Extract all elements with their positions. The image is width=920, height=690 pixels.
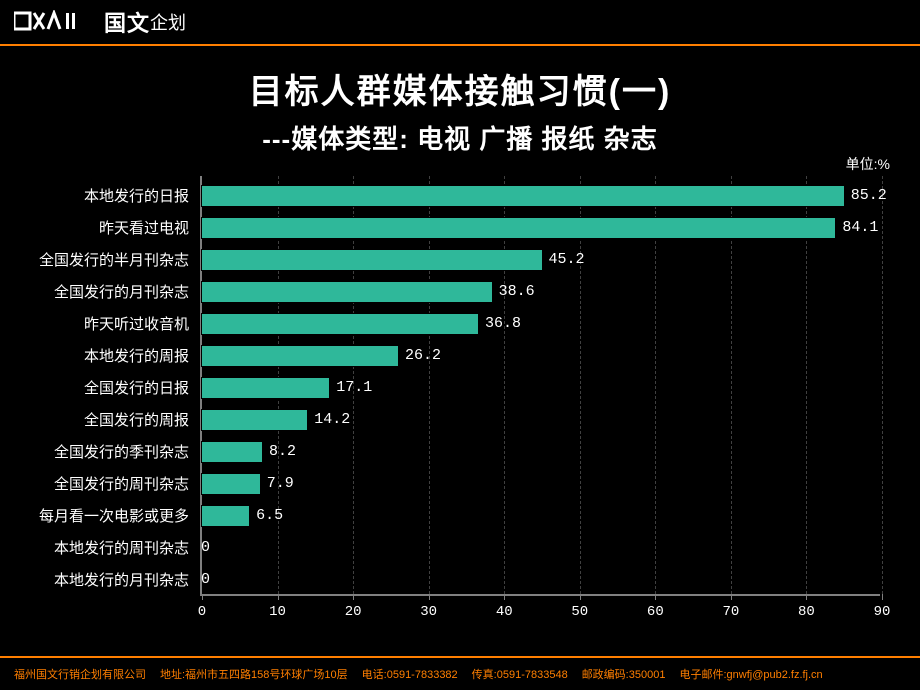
logo-text: 国文 [104,6,150,38]
y-axis-label: 本地发行的周报 [20,345,195,366]
y-axis-label: 每月看一次电影或更多 [20,505,195,526]
x-axis-label: 30 [420,604,437,620]
value-label: 7.9 [267,475,294,492]
footer-fax: 传真:0591-7833548 [472,666,568,682]
x-axis-label: 80 [798,604,815,620]
y-axis-label: 全国发行的半月刊杂志 [20,249,195,270]
x-tick [806,594,807,600]
chart-bar [201,313,479,335]
x-tick [655,594,656,600]
logo-subtext: 企划 [150,9,186,35]
y-axis-label: 本地发行的日报 [20,185,195,206]
y-axis-label: 昨天看过电视 [20,217,195,238]
x-tick [353,594,354,600]
value-label: 84.1 [842,219,878,236]
chart-row: 全国发行的半月刊杂志 45.2 [20,244,900,274]
chart-bar [201,281,493,303]
value-label: 0 [201,571,210,588]
value-label: 38.6 [499,283,535,300]
chart-row: 本地发行的周报 26.2 [20,340,900,370]
chart-bar [201,409,308,431]
x-tick [278,594,279,600]
value-label: 6.5 [256,507,283,524]
chart-bar [201,217,836,239]
chart-row: 昨天看过电视 84.1 [20,212,900,242]
x-axis-label: 10 [269,604,286,620]
footer-zip: 邮政编码:350001 [582,666,666,682]
chart-bar [201,377,330,399]
chart-row: 全国发行的月刊杂志 38.6 [20,276,900,306]
y-axis-label: 全国发行的月刊杂志 [20,281,195,302]
chart-bar [201,185,845,207]
x-axis-label: 40 [496,604,513,620]
chart-bar [201,473,261,495]
x-axis-label: 20 [345,604,362,620]
footer-company: 福州国文行销企划有限公司 [14,666,146,682]
chart-bar [201,345,399,367]
footer-address: 地址:福州市五四路158号环球广场10层 [160,666,348,682]
unit-label: 单位:% [846,154,890,174]
chart-bar [201,505,250,527]
footer-bar: 福州国文行销企划有限公司 地址:福州市五四路158号环球广场10层 电话:059… [0,656,920,690]
value-label: 8.2 [269,443,296,460]
chart-bar [201,249,543,271]
y-axis-label: 全国发行的日报 [20,377,195,398]
chart-row: 全国发行的周刊杂志 7.9 [20,468,900,498]
value-label: 0 [201,539,210,556]
y-axis-label: 全国发行的周报 [20,409,195,430]
chart-row: 全国发行的周报 14.2 [20,404,900,434]
x-tick [580,594,581,600]
chart-row: 昨天听过收音机 36.8 [20,308,900,338]
x-axis-label: 50 [571,604,588,620]
y-axis-label: 本地发行的周刊杂志 [20,537,195,558]
chart-row: 每月看一次电影或更多 6.5 [20,500,900,530]
x-tick [882,594,883,600]
page-subtitle: ---媒体类型: 电视 广播 报纸 杂志 [0,119,920,156]
value-label: 85.2 [851,187,887,204]
header-bar: 国文 企划 [0,0,920,46]
y-axis-label: 全国发行的周刊杂志 [20,473,195,494]
y-axis-label: 昨天听过收音机 [20,313,195,334]
x-tick [731,594,732,600]
value-label: 45.2 [549,251,585,268]
x-tick [504,594,505,600]
x-axis-label: 60 [647,604,664,620]
chart-row: 本地发行的日报 85.2 [20,180,900,210]
y-axis-label: 本地发行的月刊杂志 [20,569,195,590]
chart-row: 全国发行的季刊杂志 8.2 [20,436,900,466]
x-axis-label: 70 [722,604,739,620]
chart-row: 本地发行的月刊杂志 0 [20,564,900,594]
x-axis-label: 0 [198,604,206,620]
y-axis-label: 全国发行的季刊杂志 [20,441,195,462]
value-label: 36.8 [485,315,521,332]
chart-bar [201,441,263,463]
footer-phone: 电话:0591-7833382 [362,666,458,682]
value-label: 26.2 [405,347,441,364]
x-axis-label: 90 [874,604,891,620]
media-habits-chart: 0 10 20 30 40 50 60 70 80 90 本地发行的日报 85.2 昨天看过电视 84.… [20,176,900,626]
chart-row: 本地发行的周刊杂志 0 [20,532,900,562]
value-label: 14.2 [314,411,350,428]
title-block: 目标人群媒体接触习惯(一) ---媒体类型: 电视 广播 报纸 杂志 [0,64,920,156]
footer-email: 电子邮件:gnwfj@pub2.fz.fj.cn [679,666,822,682]
x-tick [429,594,430,600]
page-title: 目标人群媒体接触习惯(一) [0,64,920,113]
x-tick [202,594,203,600]
value-label: 17.1 [336,379,372,396]
logo-icon [14,10,98,34]
chart-row: 全国发行的日报 17.1 [20,372,900,402]
